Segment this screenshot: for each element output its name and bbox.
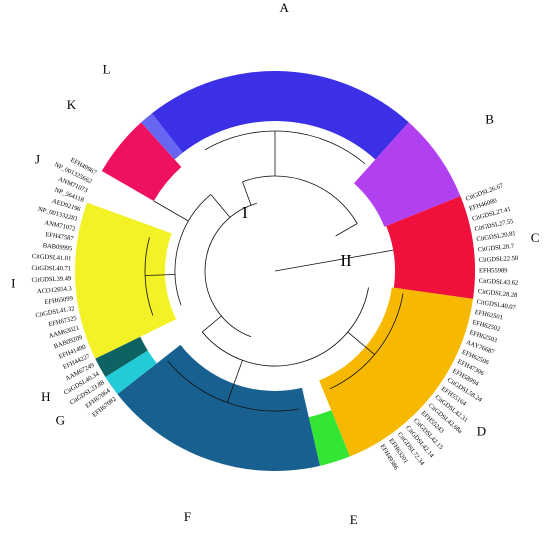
root-label: I (242, 203, 248, 222)
clade-label: A (279, 0, 289, 15)
clade-sector (101, 122, 182, 201)
root-label: II (340, 251, 352, 270)
clade-label: G (56, 412, 65, 427)
clade-label: K (67, 97, 77, 112)
clade-label: C (531, 230, 540, 245)
branch (242, 175, 358, 224)
leaf-label: EFH47587 (45, 231, 75, 242)
clade-sector (319, 287, 474, 457)
leaf-label: CitGDSL40.71 (31, 265, 71, 272)
clade-label: L (103, 61, 111, 76)
branch (144, 237, 154, 316)
branch (153, 200, 189, 222)
leaf-label: CitGDSL39.49 (31, 275, 71, 284)
clade-sector (141, 113, 183, 160)
clade-sector (74, 202, 177, 359)
branch (242, 181, 252, 206)
clade-label: B (485, 112, 494, 127)
branch (210, 194, 231, 218)
branch (226, 360, 243, 403)
clade-sector (353, 122, 461, 227)
leaf-label: EFH55989 (479, 267, 508, 274)
clade-sector (151, 71, 409, 160)
clade-sectors (74, 71, 475, 471)
leaf-label: CitGDSL22.58 (479, 255, 519, 264)
branch (335, 223, 358, 237)
branch (204, 202, 257, 338)
clade-label: H (41, 389, 50, 404)
clade-label: D (477, 423, 486, 438)
branch (204, 130, 366, 165)
branch (274, 249, 394, 272)
branch (201, 287, 369, 367)
branch (174, 194, 211, 306)
leaf-label: CitGDSL41.01 (32, 253, 72, 262)
branches (144, 130, 404, 412)
clade-label: I (11, 276, 15, 291)
branch (347, 331, 375, 355)
leaf-label: CitGDSL28.28 (478, 288, 518, 299)
leaf-label: CitGDSL28.7 (478, 243, 516, 254)
clade-label: E (350, 512, 358, 527)
branch (201, 315, 222, 333)
clade-sector (117, 344, 320, 471)
clade-sector (308, 410, 350, 466)
leaf-label: BAB09995 (42, 242, 72, 252)
clade-label: F (184, 509, 191, 524)
clade-sector (386, 196, 475, 299)
clade-label: J (35, 151, 40, 166)
leaf-label: EFH65099 (44, 295, 73, 306)
branch (145, 274, 176, 276)
branch (329, 293, 404, 390)
clade-sector (95, 336, 148, 377)
leaf-label: CitGDSL43.62 (479, 278, 519, 287)
leaf-label: ACO12654.3 (37, 285, 72, 295)
clade-sector (105, 350, 157, 395)
